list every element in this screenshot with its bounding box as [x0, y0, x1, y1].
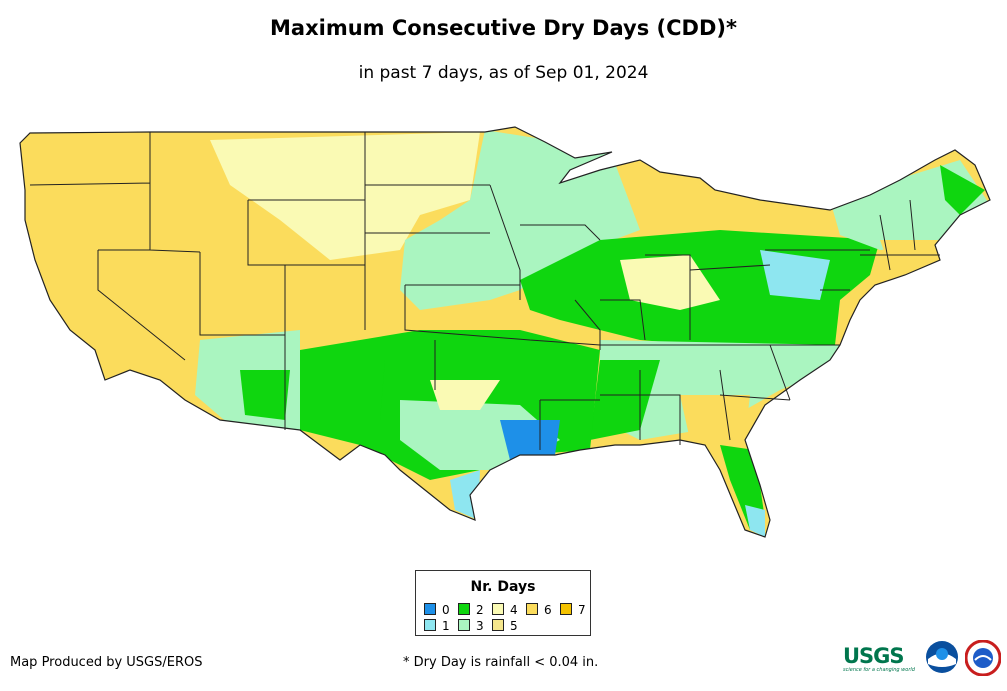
map-subtitle: in past 7 days, as of Sep 01, 2024 [358, 63, 649, 83]
legend-swatch-4 [492, 603, 504, 615]
legend-swatch-5 [492, 619, 504, 631]
usgs-tagline: science for a changing world [843, 667, 915, 673]
legend-label-6: 6 [544, 603, 552, 617]
legend-swatch-6 [526, 603, 538, 615]
legend-title: Nr. Days [470, 579, 536, 595]
agency-logos: USGS science for a changing world [843, 638, 1003, 678]
legend-label-7: 7 [578, 603, 586, 617]
map-legend: Nr. Days 0 1 2 3 4 5 6 7 [415, 570, 591, 636]
legend-swatch-1 [424, 619, 436, 631]
noaa-logo-icon [926, 641, 958, 673]
usgs-wordmark: USGS [843, 644, 905, 668]
legend-label-0: 0 [442, 603, 450, 617]
legend-swatch-7 [560, 603, 572, 615]
nws-logo-icon [965, 640, 1001, 676]
legend-swatch-0 [424, 603, 436, 615]
map-credit: Map Produced by USGS/EROS [10, 655, 203, 670]
dry-day-footnote: * Dry Day is rainfall < 0.04 in. [403, 655, 599, 670]
legend-label-1: 1 [442, 619, 450, 633]
legend-swatch-3 [458, 619, 470, 631]
cdd-value-regions [20, 127, 990, 537]
state-boundaries [19, 126, 991, 538]
legend-label-5: 5 [510, 619, 518, 633]
legend-label-3: 3 [476, 619, 484, 633]
map-title: Maximum Consecutive Dry Days (CDD)* [270, 16, 737, 40]
legend-label-2: 2 [476, 603, 484, 617]
legend-label-4: 4 [510, 603, 518, 617]
us-dry-days-map [19, 126, 991, 538]
legend-swatch-2 [458, 603, 470, 615]
